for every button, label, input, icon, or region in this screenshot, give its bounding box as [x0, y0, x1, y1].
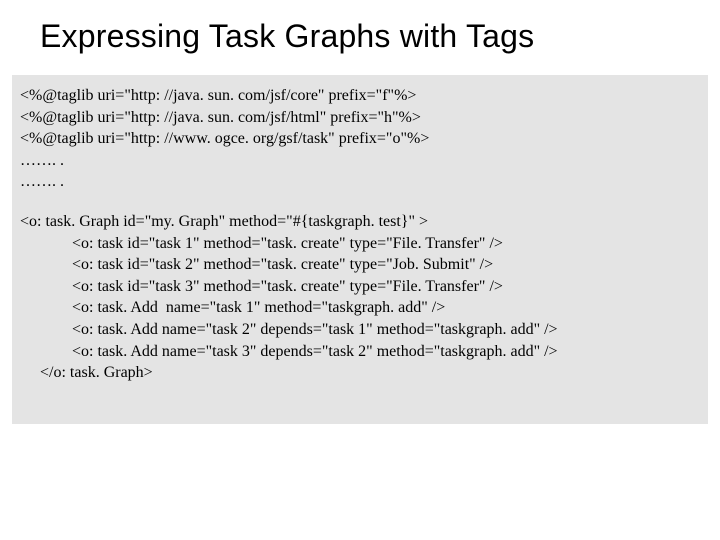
slide-title: Expressing Task Graphs with Tags: [0, 0, 720, 67]
code-line-task-3: <o: task id="task 3" method="task. creat…: [20, 276, 700, 298]
code-line-task-2: <o: task id="task 2" method="task. creat…: [20, 254, 700, 276]
code-line-taskadd-3: <o: task. Add name="task 3" depends="tas…: [20, 341, 700, 363]
code-panel: <%@taglib uri="http: //java. sun. com/js…: [12, 75, 708, 424]
code-line-taskadd-1: <o: task. Add name="task 1" method="task…: [20, 297, 700, 319]
code-section-gap: [20, 193, 700, 211]
code-line-taskgraph-open: <o: task. Graph id="my. Graph" method="#…: [20, 211, 700, 233]
code-line-taglib-1: <%@taglib uri="http: //java. sun. com/js…: [20, 85, 700, 107]
code-line-taglib-3: <%@taglib uri="http: //www. ogce. org/gs…: [20, 128, 700, 150]
code-line-ellipsis-1: ……. .: [20, 150, 700, 172]
code-line-taskadd-2: <o: task. Add name="task 2" depends="tas…: [20, 319, 700, 341]
code-line-taskgraph-close: </o: task. Graph>: [20, 362, 700, 384]
code-line-task-1: <o: task id="task 1" method="task. creat…: [20, 233, 700, 255]
code-line-ellipsis-2: ……. .: [20, 171, 700, 193]
slide: Expressing Task Graphs with Tags <%@tagl…: [0, 0, 720, 540]
code-line-taglib-2: <%@taglib uri="http: //java. sun. com/js…: [20, 107, 700, 129]
